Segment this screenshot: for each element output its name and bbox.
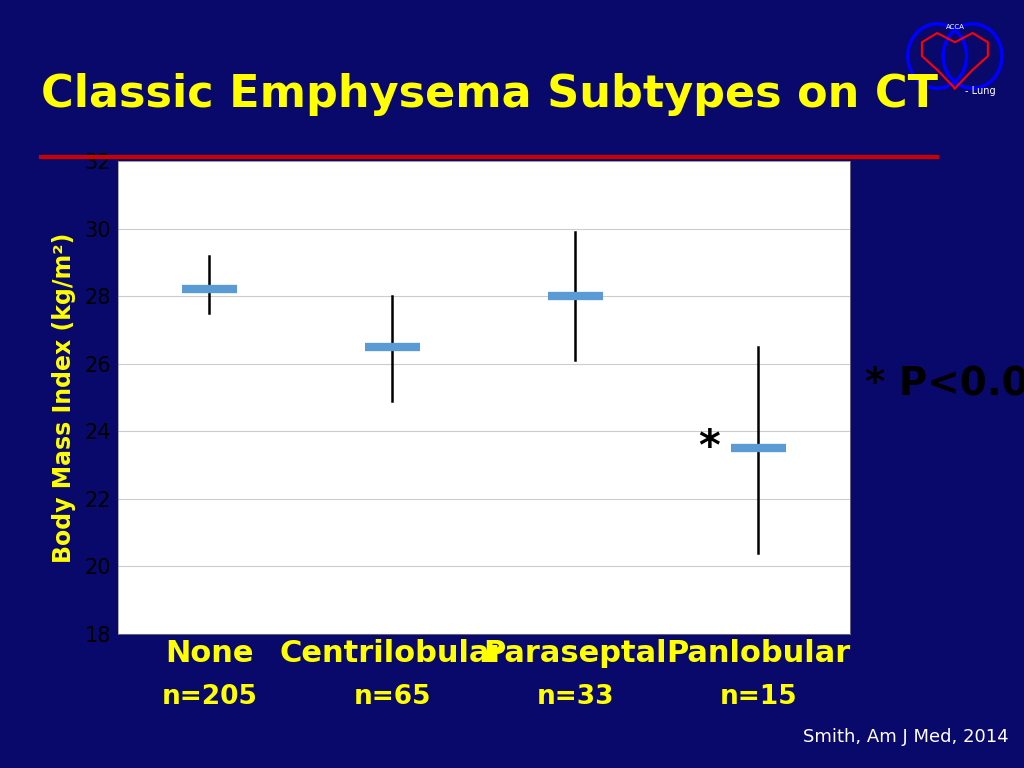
- Text: ACCA: ACCA: [945, 24, 965, 30]
- Text: Paraseptal: Paraseptal: [483, 639, 668, 668]
- Text: - Lung: - Lung: [966, 86, 996, 96]
- Text: Classic Emphysema Subtypes on CT: Classic Emphysema Subtypes on CT: [41, 73, 938, 116]
- Text: Centrilobular: Centrilobular: [280, 639, 505, 668]
- Text: n=33: n=33: [537, 684, 614, 710]
- Text: n=205: n=205: [162, 684, 257, 710]
- Text: n=65: n=65: [353, 684, 431, 710]
- Text: *: *: [698, 427, 720, 469]
- Text: n=15: n=15: [720, 684, 798, 710]
- Text: Smith, Am J Med, 2014: Smith, Am J Med, 2014: [803, 729, 1009, 746]
- Text: * P<0.05: * P<0.05: [865, 365, 1024, 403]
- Text: Panlobular: Panlobular: [667, 639, 851, 668]
- Text: None: None: [165, 639, 254, 668]
- Y-axis label: Body Mass Index (kg/m²): Body Mass Index (kg/m²): [52, 232, 76, 563]
